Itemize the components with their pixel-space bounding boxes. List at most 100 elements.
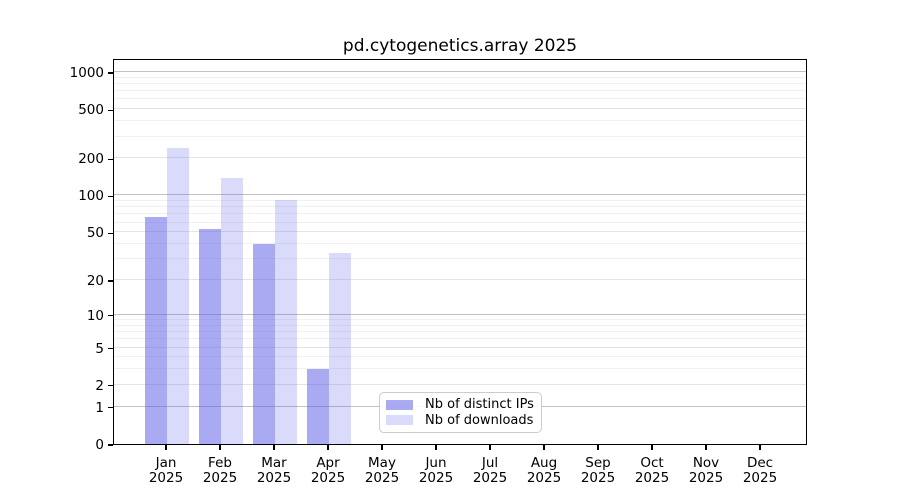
gridline-major [114,313,806,315]
x-tick-label-year: 2025 [634,470,670,486]
y-tick-mark [108,385,113,387]
y-tick-label: 1000 [69,64,104,81]
x-tick-label-year: 2025 [310,470,346,486]
x-tick-label-year: 2025 [526,470,562,486]
legend-row-distinct-ips: Nb of distinct IPs [386,397,534,413]
y-tick-mark [108,280,113,282]
legend-label-downloads: Nb of downloads [425,412,534,428]
gridline-mid [114,108,806,110]
gridline-minor [114,356,806,358]
x-tick-label-year: 2025 [148,470,184,486]
x-tick-label-month: Mar [261,455,287,471]
x-tick-mark [381,445,383,450]
y-tick-mark [108,72,113,74]
gridline-minor [114,98,806,100]
x-tick-label-year: 2025 [418,470,454,486]
x-tick-mark [273,445,275,450]
bar-distinct-ips [253,244,275,444]
bar-downloads [275,199,297,444]
y-tick-label: 2 [95,377,104,394]
y-tick-label: 50 [86,225,104,242]
x-tick-mark [543,445,545,450]
y-tick-mark [108,232,113,234]
y-tick-label: 5 [95,340,104,357]
bar-downloads [167,148,189,444]
gridline-minor [114,338,806,340]
bar-distinct-ips [145,216,167,444]
gridline-major [114,70,806,72]
x-tick-label-month: Aug [530,455,558,471]
legend: Nb of distinct IPs Nb of downloads [379,392,542,433]
gridline-minor [114,331,806,333]
legend-row-downloads: Nb of downloads [386,413,533,428]
y-tick-mark [108,158,113,160]
x-tick-label-month: Jul [481,455,499,471]
x-tick-mark [597,445,599,450]
x-tick-label-year: 2025 [688,470,724,486]
x-tick-mark [489,445,491,450]
bar-downloads [221,177,243,444]
y-tick-mark [108,407,113,409]
y-tick-label: 10 [86,307,104,324]
x-tick-mark [165,445,167,450]
y-tick-mark [108,109,113,111]
x-tick-label-month: Feb [208,455,232,471]
x-tick-label-month: Nov [692,455,720,471]
y-tick-mark [108,315,113,317]
x-tick-label-year: 2025 [202,470,238,486]
x-tick-label-month: Sep [585,455,611,471]
x-tick-mark [651,445,653,450]
y-tick-mark [108,347,113,350]
gridline-minor [114,221,806,223]
gridline-minor [114,213,806,215]
x-tick-label-year: 2025 [256,470,292,486]
x-tick-label-month: Apr [316,455,340,471]
x-tick-mark [759,445,761,450]
x-tick-label-month: Jun [425,455,447,471]
x-tick-label-year: 2025 [580,470,616,486]
gridline-major [114,194,806,196]
legend-swatch-downloads [386,415,413,426]
gridline-mid [114,157,806,159]
y-tick-label: 200 [78,151,104,168]
gridline-minor [114,200,806,202]
x-tick-label-year: 2025 [364,470,400,486]
gridline-minor [114,258,806,260]
gridline-mid [114,383,806,385]
gridline-minor [114,243,806,245]
legend-label-distinct-ips: Nb of distinct IPs [425,397,534,413]
gridline-minor [114,120,806,122]
gridline-mid [114,231,806,233]
gridline-minor [114,82,806,84]
bar-distinct-ips [307,369,329,444]
bar-distinct-ips [199,229,221,444]
bar-downloads [329,252,351,444]
plot-area [113,59,807,445]
chart-title: pd.cytogenetics.array 2025 [342,36,578,56]
x-tick-mark [219,445,221,450]
y-tick-label: 20 [86,273,104,290]
x-tick-mark [327,445,329,450]
gridline-minor [114,368,806,370]
x-tick-mark [435,445,437,450]
gridline-mid [114,346,806,348]
gridline-mid [114,279,806,281]
x-tick-label-month: Jan [155,455,177,471]
gridline-minor [114,76,806,78]
y-tick-label: 1 [95,399,104,416]
x-tick-mark [705,445,707,450]
x-tick-label-month: May [368,455,396,471]
y-tick-mark [108,444,113,446]
gridline-minor [114,90,806,92]
gridline-minor [114,206,806,208]
x-tick-label-month: Oct [640,455,664,471]
legend-swatch-distinct-ips [386,399,413,410]
x-tick-label-year: 2025 [472,470,508,486]
x-tick-label-month: Dec [746,455,774,471]
x-tick-label-year: 2025 [742,470,778,486]
y-tick-label: 0 [95,437,104,453]
gridline-minor [114,324,806,326]
gridline-minor [114,135,806,137]
gridline-minor [114,319,806,320]
